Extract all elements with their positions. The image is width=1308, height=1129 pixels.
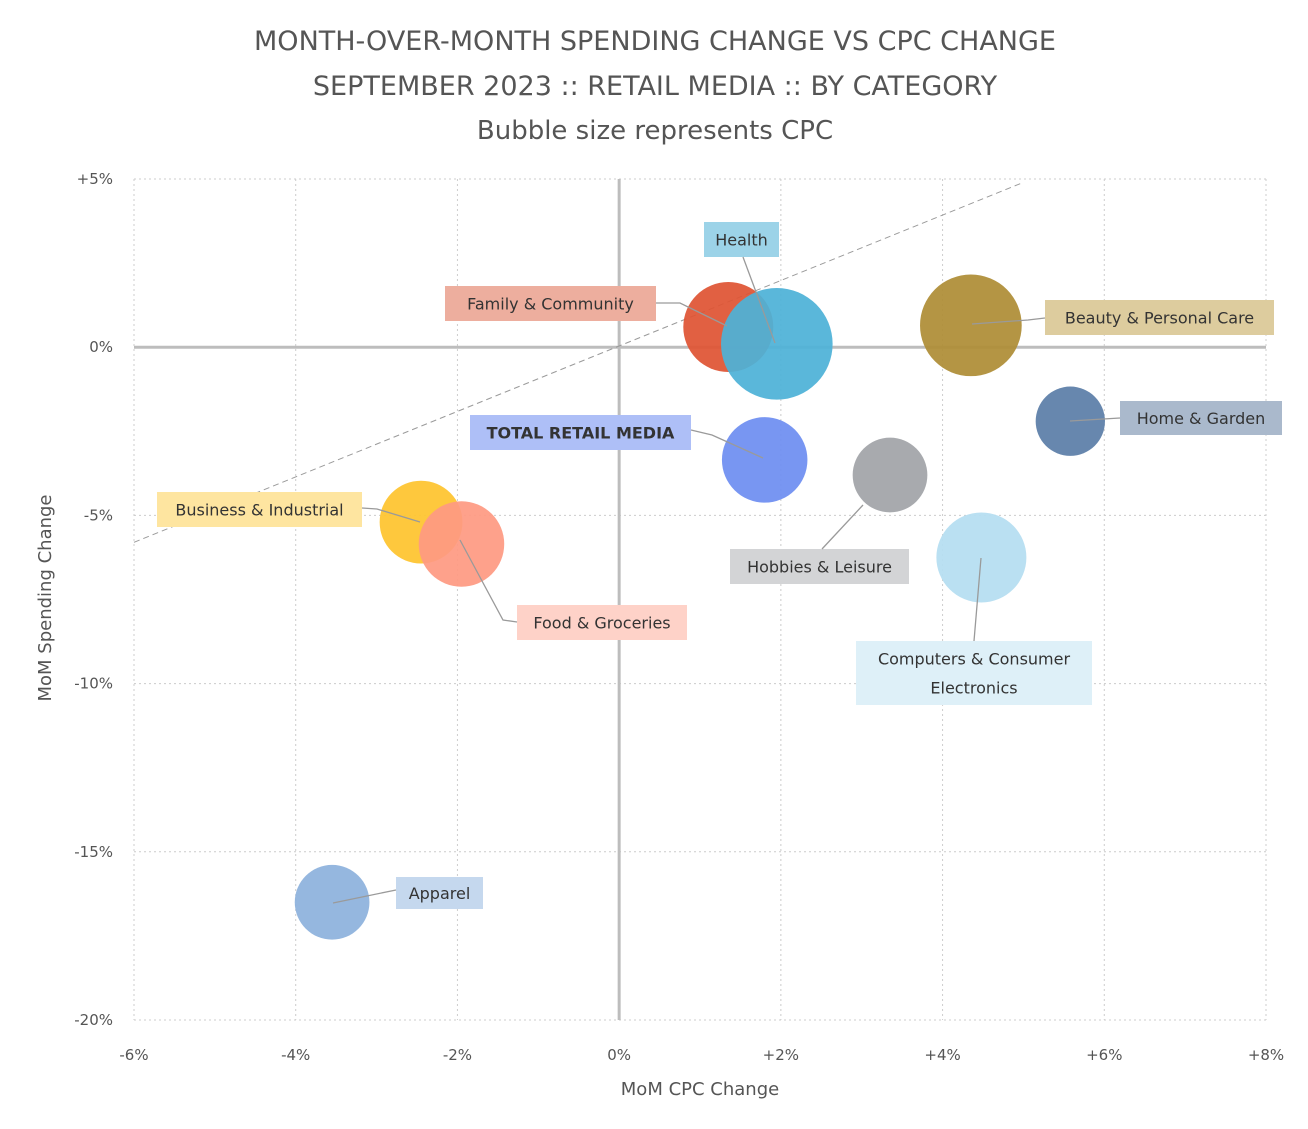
bubble-health (721, 288, 833, 400)
label-text: Beauty & Personal Care (1065, 309, 1254, 328)
label-box (1120, 401, 1282, 435)
label-text: Business & Industrial (175, 501, 343, 520)
label-food-groceries: Food & Groceries (459, 539, 687, 640)
leader-line (690, 429, 764, 459)
label-apparel: Apparel (332, 877, 483, 909)
leader-line (332, 889, 397, 904)
label-total-retail-media: TOTAL RETAIL MEDIA (470, 415, 764, 459)
leader-line (821, 504, 864, 550)
y-tick-label: -5% (84, 506, 113, 524)
tick-labels: -6% -4% -2% 0% +2% +4% +6% +8% +5% 0% -5% -10% -15% -… (74, 170, 1284, 1064)
y-tick-label: -15% (74, 843, 113, 861)
label-box (445, 286, 656, 321)
bubble-labels: Apparel Business & Industrial Food & Groce… (157, 222, 1282, 909)
x-axis-label: MoM CPC Change (621, 1079, 779, 1100)
x-tick-label: -6% (119, 1046, 148, 1064)
label-box (517, 605, 687, 640)
label-business-industrial: Business & Industrial (157, 492, 421, 527)
x-tick-label: -2% (443, 1046, 472, 1064)
label-home-garden: Home & Garden (1069, 401, 1282, 435)
chart-title: MONTH-OVER-MONTH SPENDING CHANGE VS CPC … (254, 26, 1056, 146)
label-box (470, 415, 691, 450)
leader-line (459, 539, 518, 623)
x-tick-label: +6% (1086, 1046, 1122, 1064)
y-tick-label: -10% (74, 675, 113, 693)
chart-subtitle: Bubble size represents CPC (477, 116, 833, 146)
label-health: Health (704, 222, 779, 344)
label-text: Food & Groceries (533, 614, 670, 633)
label-box (1045, 300, 1274, 335)
leader-line (742, 256, 776, 344)
bubble-beauty-personal-care (920, 274, 1022, 377)
bubbles (294, 274, 1105, 940)
chart-title-line-2: SEPTEMBER 2023 :: RETAIL MEDIA :: BY CAT… (313, 71, 998, 102)
label-text: Apparel (409, 884, 471, 903)
label-beauty-personal-care: Beauty & Personal Care (971, 300, 1274, 335)
label-text: TOTAL RETAIL MEDIA (487, 424, 675, 443)
label-family-community: Family & Community (445, 286, 728, 327)
leader-line (656, 302, 728, 327)
label-computers-consumer-electronics: Computers & Consumer Electronics (856, 557, 1092, 705)
label-box (856, 641, 1092, 705)
x-tick-label: 0% (607, 1046, 631, 1064)
x-tick-label: +2% (763, 1046, 799, 1064)
leader-line (361, 507, 421, 523)
chart-title-line-1: MONTH-OVER-MONTH SPENDING CHANGE VS CPC … (254, 26, 1056, 57)
x-tick-label: +4% (924, 1046, 960, 1064)
label-box (396, 877, 483, 909)
label-text: Home & Garden (1137, 409, 1266, 428)
bubble-computers-consumer-electronics (936, 512, 1027, 603)
label-text: Electronics (930, 679, 1017, 698)
label-text: Family & Community (467, 295, 634, 314)
label-box (704, 222, 779, 257)
label-text: Computers & Consumer (878, 650, 1071, 669)
label-text: Hobbies & Leisure (747, 558, 892, 577)
leader-line (971, 317, 1046, 325)
leader-line (1069, 417, 1121, 422)
bubble-total-retail-media (721, 417, 808, 503)
y-tick-label: 0% (89, 338, 113, 356)
label-text: Health (715, 231, 768, 250)
label-hobbies-leisure: Hobbies & Leisure (730, 504, 909, 584)
leader-line (973, 557, 982, 642)
bubble-apparel (294, 864, 370, 940)
x-tick-label: -4% (281, 1046, 310, 1064)
x-tick-label: +8% (1248, 1046, 1284, 1064)
y-tick-label: +5% (77, 170, 113, 188)
bubble-hobbies-leisure (852, 437, 928, 513)
label-box (157, 492, 362, 527)
y-tick-label: -20% (74, 1011, 113, 1029)
label-box (730, 549, 909, 584)
y-axis-label: MoM Spending Change (35, 494, 56, 701)
